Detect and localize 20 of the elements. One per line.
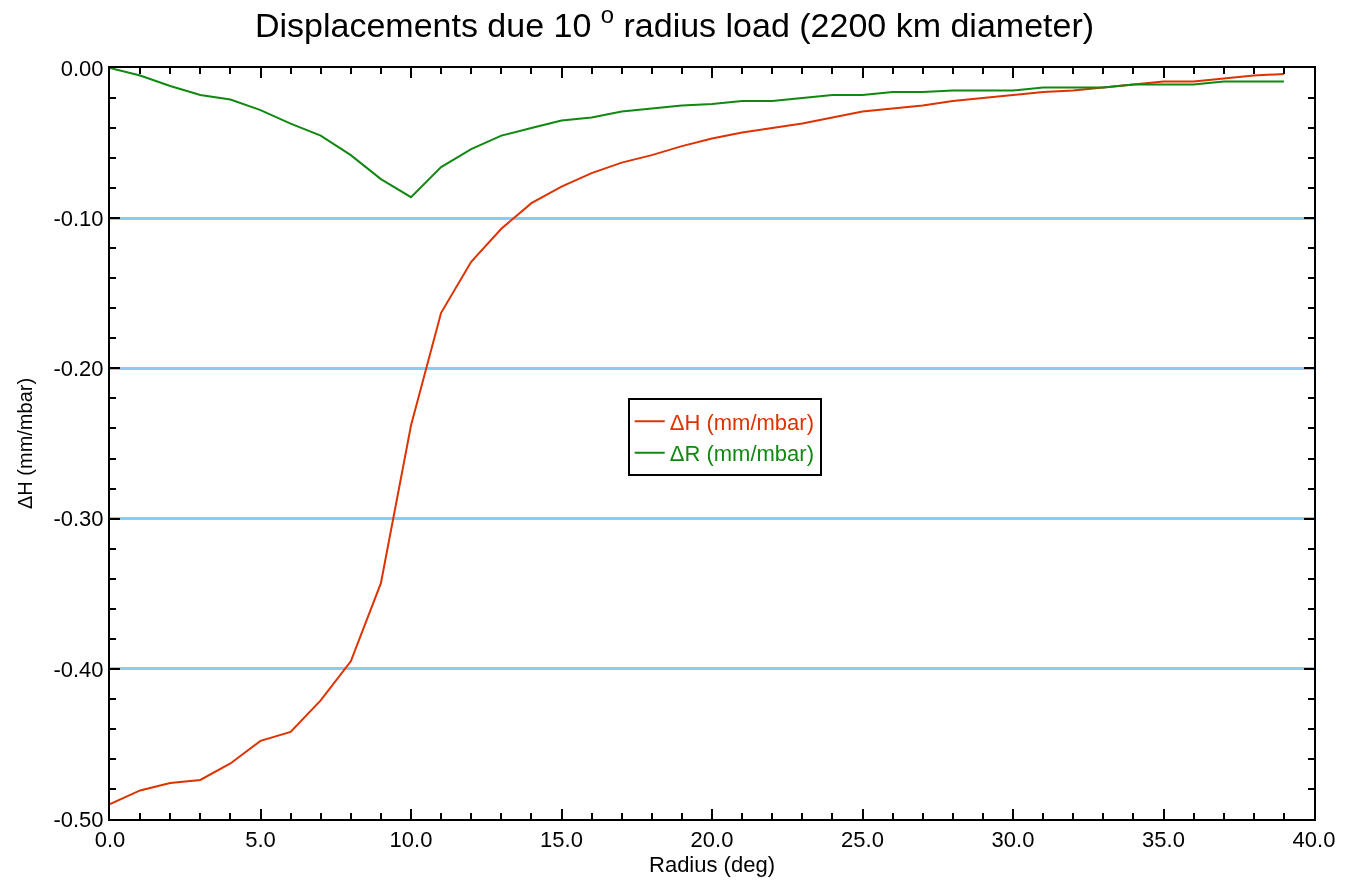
x-tick-label: 35.0 (1142, 827, 1185, 853)
y-tick-label: -0.30 (53, 506, 104, 532)
x-axis-title: Radius (deg) (649, 852, 775, 878)
y-axis-title: ΔH (mm/mbar) (14, 377, 37, 510)
y-tick-label: -0.20 (53, 356, 104, 382)
legend-label: ΔR (mm/mbar) (669, 441, 814, 467)
y-tick-label: -0.10 (53, 205, 104, 231)
legend-label: ΔH (mm/mbar) (669, 409, 814, 435)
y-tick-label: -0.40 (53, 656, 104, 682)
x-tick-label: 15.0 (540, 827, 583, 853)
y-tick-label: 0.00 (60, 55, 104, 81)
x-tick-label: 20.0 (690, 827, 734, 853)
x-tick-label: 25.0 (841, 827, 884, 853)
x-tick-label: 5.0 (245, 827, 276, 853)
x-tick-label: 30.0 (991, 827, 1035, 853)
chart-title: Displacements due 10 $^{o}$ radius load (2200 km diameter) (254, 0, 1095, 45)
x-tick-label: 40.0 (1292, 827, 1336, 853)
line-series (110, 73, 1285, 805)
x-tick-label: 10.0 (389, 827, 433, 853)
line-series (110, 68, 1285, 199)
